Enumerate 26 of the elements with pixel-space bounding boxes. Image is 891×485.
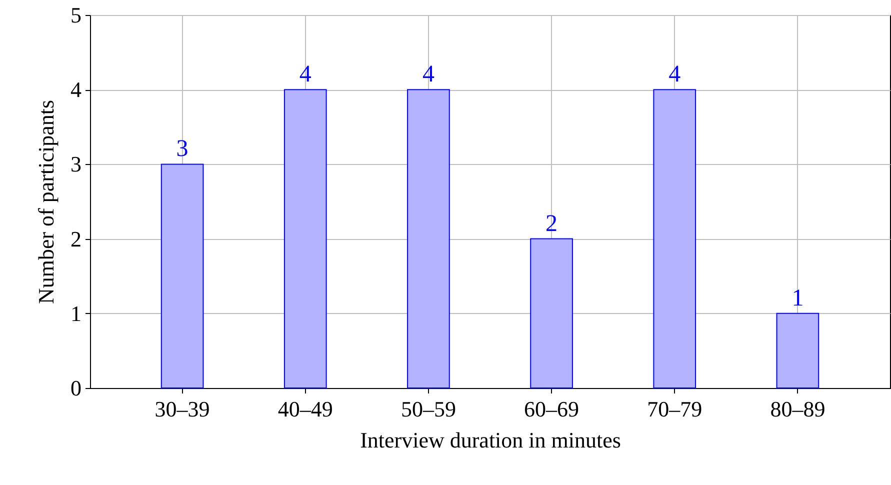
y-tick-label: 2 <box>70 226 82 252</box>
x-axis-title: Interview duration in minutes <box>360 428 621 452</box>
x-tick-label: 40–49 <box>278 396 333 422</box>
bar <box>284 89 327 388</box>
bar <box>776 312 820 388</box>
bar <box>530 238 573 388</box>
y-tick-label: 4 <box>70 77 82 102</box>
y-tick-label: 3 <box>70 152 82 177</box>
data-label: 4 <box>299 62 312 88</box>
x-tick-label: 60–69 <box>524 396 580 422</box>
x-tick-label: 80–89 <box>770 396 826 422</box>
x-tick-label: 70–79 <box>647 396 702 422</box>
data-label: 1 <box>792 285 804 312</box>
bar <box>407 89 450 388</box>
data-label: 2 <box>546 210 558 237</box>
data-label: 3 <box>176 136 188 162</box>
y-axis-title: Number of participants <box>34 100 58 304</box>
x-tick-label: 30–39 <box>154 396 210 422</box>
y-tick-label: 1 <box>70 300 82 326</box>
bar <box>160 164 204 388</box>
data-label: 4 <box>422 62 434 88</box>
x-tick-label: 50–59 <box>400 396 456 422</box>
y-tick-label: 5 <box>70 2 82 28</box>
bar <box>653 89 696 388</box>
y-tick-label: 0 <box>70 376 82 400</box>
data-label: 4 <box>668 62 681 88</box>
